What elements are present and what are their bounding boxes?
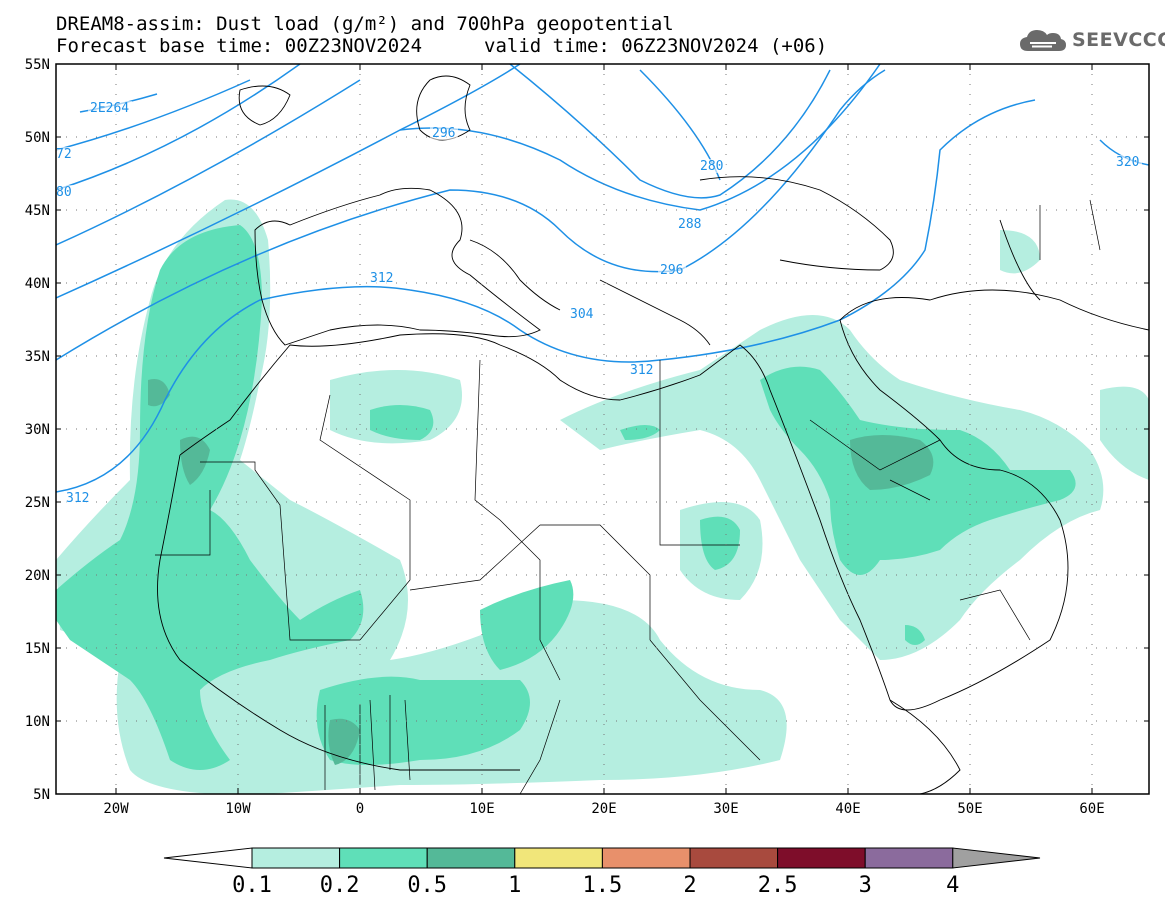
colorbar-labels: 0.1 0.2 0.5 1 1.5 2 2.5 3 4 <box>232 873 959 898</box>
lat-label: 45N <box>25 203 50 219</box>
lat-label: 30N <box>25 422 50 438</box>
contour-label: 2E264 <box>90 101 129 116</box>
contour-label: 312 <box>370 271 393 286</box>
colorbar-segment <box>251 847 341 869</box>
lon-label: 50E <box>957 801 982 817</box>
contour-label: 296 <box>432 126 455 141</box>
lon-label: 20W <box>103 801 129 817</box>
lat-label: 50N <box>25 130 50 146</box>
lat-label: 40N <box>25 276 50 292</box>
colorbar-over-triangle <box>952 847 1041 869</box>
colorbar-segment <box>689 847 779 869</box>
contour-label: 72 <box>56 147 72 162</box>
geopotential-contours <box>56 64 1149 493</box>
lon-label: 10E <box>469 801 494 817</box>
contour-labels: 2E264 72 80 296 280 288 296 304 312 312 312 320 <box>56 101 1142 506</box>
colorbar-segment <box>514 847 603 869</box>
colorbar-segment <box>777 847 866 869</box>
lat-label: 5N <box>33 787 50 803</box>
contour-label: 296 <box>660 263 683 278</box>
colorbar-label: 0.1 <box>232 873 272 898</box>
colorbar-segment <box>864 847 954 869</box>
colorbar-segment <box>426 847 516 869</box>
lat-label: 15N <box>25 641 50 657</box>
lon-label: 60E <box>1079 801 1104 817</box>
lon-label: 20E <box>591 801 616 817</box>
contour-label: 312 <box>66 491 89 506</box>
contour-label: 280 <box>700 159 723 174</box>
cloud-icon <box>1020 30 1066 51</box>
lat-label: 35N <box>25 349 50 365</box>
colorbar-label: 1.5 <box>583 873 623 898</box>
colorbar-segment <box>601 847 691 869</box>
map-title: DREAM8-assim: Dust load (g/m²) and 700hP… <box>56 13 674 35</box>
lat-label: 10N <box>25 714 50 730</box>
colorbar-label: 2 <box>683 873 696 898</box>
colorbar-label: 0.5 <box>407 873 447 898</box>
contour-label: 80 <box>56 185 72 200</box>
country-borders <box>155 199 1101 794</box>
lon-label: 30E <box>713 801 738 817</box>
longitude-labels: 20W 10W 0 10E 20E 30E 40E 50E 60E <box>103 801 1104 817</box>
lat-label: 55N <box>25 57 50 73</box>
lat-label: 25N <box>25 495 50 511</box>
lon-label: 40E <box>835 801 860 817</box>
colorbar-label: 2.5 <box>758 873 798 898</box>
valid-time: valid time: 06Z23NOV2024 (+06) <box>484 35 828 57</box>
colorbar-label: 3 <box>859 873 872 898</box>
axis-ticks <box>56 63 1149 795</box>
colorbar-label: 0.2 <box>320 873 360 898</box>
contour-label: 320 <box>1116 155 1139 170</box>
colorbar-segment <box>339 847 428 869</box>
map-area: 2E264 72 80 296 280 288 296 304 312 312 312 320 <box>56 64 1149 794</box>
contour-label: 288 <box>678 217 701 232</box>
contour-label: 312 <box>630 363 653 378</box>
forecast-base-time: Forecast base time: 00Z23NOV2024 <box>56 35 423 57</box>
colorbar-label: 1 <box>508 873 521 898</box>
colorbar <box>163 847 1041 869</box>
lon-label: 0 <box>356 801 364 817</box>
logo-text: SEEVCCC <box>1072 29 1165 51</box>
contour-label: 304 <box>570 307 594 322</box>
colorbar-label: 4 <box>946 873 959 898</box>
dust-dark-shading <box>148 379 934 765</box>
lon-label: 10W <box>225 801 251 817</box>
colorbar-under-triangle <box>163 847 253 869</box>
seevccc-logo: SEEVCCC <box>1018 24 1165 56</box>
lat-label: 20N <box>25 568 50 584</box>
latitude-labels: 55N 50N 45N 40N 35N 30N 25N 20N 15N 10N 5N <box>25 57 50 803</box>
